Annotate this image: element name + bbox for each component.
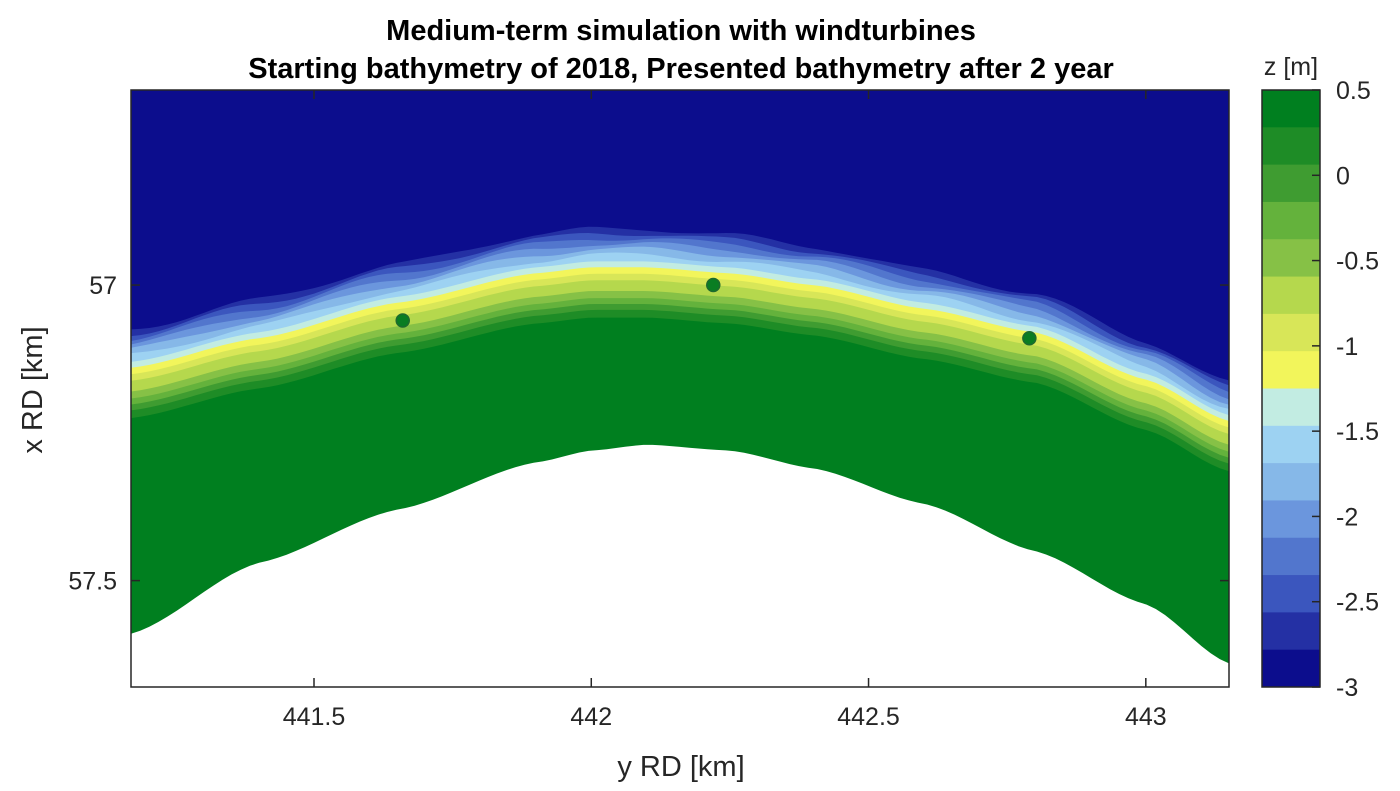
x-axis: 441.5 442 442.5 443 <box>283 90 1167 731</box>
colorbar-swatch <box>1262 351 1320 389</box>
colorbar-swatch <box>1262 500 1320 539</box>
x-tick-label: 441.5 <box>283 703 346 731</box>
no-data-region <box>131 444 1229 687</box>
colorbar-tick-label: 0 <box>1336 162 1350 190</box>
windturbine-marker-3 <box>1022 331 1037 346</box>
x-tick-label: 442 <box>570 703 612 731</box>
windturbine-marker-2 <box>706 277 721 293</box>
colorbar-swatch <box>1262 90 1320 128</box>
colorbar-swatch <box>1262 127 1320 166</box>
colorbar-title: z [m] <box>1264 53 1318 81</box>
y-axis-label: x RD [km] <box>17 326 49 453</box>
windturbine-marker-1 <box>395 313 410 328</box>
y-tick-label: 57.5 <box>68 568 117 596</box>
plot-area <box>131 90 1229 687</box>
colorbar-tick-label: -0.5 <box>1336 248 1379 276</box>
x-tick-label: 443 <box>1125 703 1167 731</box>
colorbar-swatch <box>1262 164 1320 203</box>
colorbar-swatch <box>1262 239 1320 278</box>
colorbar-swatch <box>1262 388 1320 427</box>
colorbar: 0.5 0 -0.5 -1 -1.5 -2 -2.5 -3 <box>1261 77 1379 702</box>
colorbar-tick-label: 0.5 <box>1336 77 1371 105</box>
colorbar-swatch <box>1262 463 1320 501</box>
colorbar-tick-label: -2 <box>1336 503 1358 531</box>
plot-frame <box>130 89 1230 688</box>
x-axis-label: y RD [km] <box>617 751 744 783</box>
colorbar-swatch <box>1262 313 1320 352</box>
colorbar-frame <box>1261 89 1321 688</box>
colorbar-tick-label: -2.5 <box>1336 589 1379 617</box>
colorbar-tick-label: -3 <box>1336 674 1358 702</box>
colorbar-swatch <box>1262 201 1320 240</box>
colorbar-swatch <box>1262 612 1320 651</box>
x-tick-label: 442.5 <box>837 703 900 731</box>
chart-title: Medium-term simulation with windturbines <box>386 15 976 47</box>
chart-subtitle: Starting bathymetry of 2018, Presented b… <box>248 53 1114 85</box>
colorbar-tick-label: -1 <box>1336 333 1358 361</box>
colorbar-swatch <box>1262 575 1320 613</box>
colorbar-swatch <box>1262 276 1320 315</box>
colorbar-swatch <box>1262 649 1320 688</box>
colorbar-swatch <box>1262 537 1320 576</box>
colorbar-tick-label: -1.5 <box>1336 418 1379 446</box>
colorbar-swatch <box>1262 425 1320 464</box>
y-tick-label: 57 <box>89 272 117 300</box>
y-axis: 57 57.5 <box>68 272 1229 596</box>
